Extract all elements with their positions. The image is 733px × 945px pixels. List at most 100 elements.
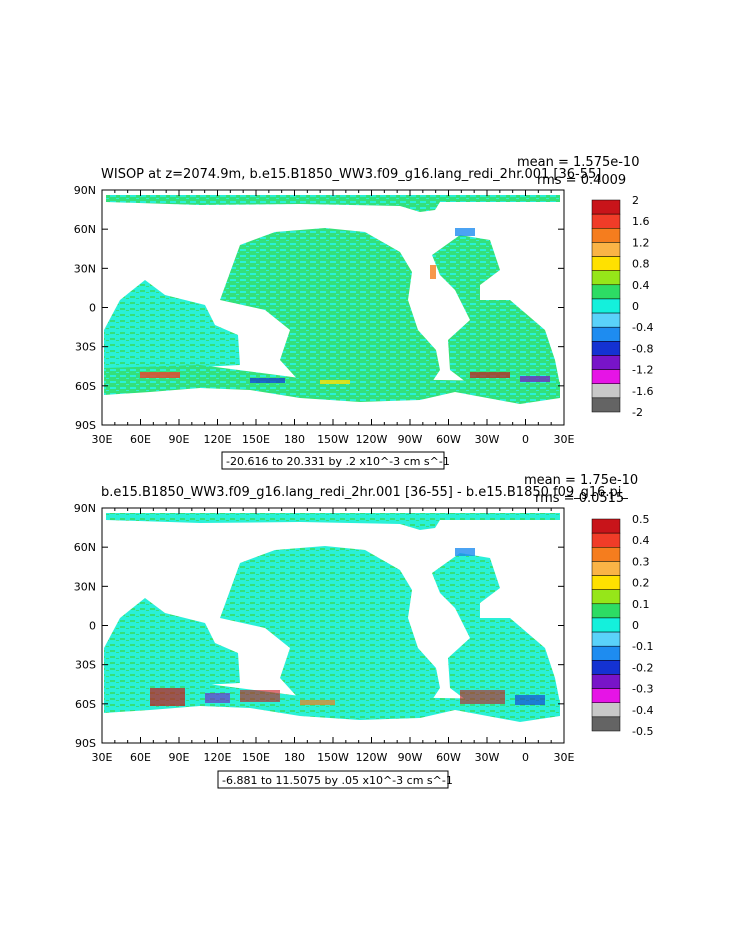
panel-2-y-tick-label: 90N xyxy=(74,502,96,515)
panel-1-x-axis: 30E 60E 90E 120E 150E 180 150W 120W 90W 60W 30W 0 30… xyxy=(92,190,575,446)
panel-1-colorbar-label: 1.6 xyxy=(632,215,650,228)
panel-1-colorbar-label: -1.6 xyxy=(632,385,653,398)
panel-1-colorbar-label: 1.2 xyxy=(632,236,650,249)
panel-2-x-tick-label: 90W xyxy=(398,751,423,764)
panel-1-range-box xyxy=(221,451,445,470)
panel-2-x-tick-label: 150E xyxy=(242,751,270,764)
panel-1-colorbar-box xyxy=(591,369,621,384)
panel-2-colorbar-box xyxy=(591,660,621,675)
panel-1-y-tick-label: 30S xyxy=(75,341,96,354)
panel-1-mean: mean = 1.575e-10 xyxy=(517,155,639,170)
panel-2-y-axis: 90N 60N 30N 0 30S 60S 90S xyxy=(74,502,564,750)
panel-2-x-axis: 30E 60E 90E 120E 150E 180 150W 120W 90W 60W 30W 0 30… xyxy=(92,508,575,764)
panel-1-range-label: -20.616 to 20.331 by .2 x10^-3 cm s^-1 xyxy=(226,455,450,468)
panel-2-colorbar-box xyxy=(591,547,621,562)
panel-1-colorbar-label: 0.4 xyxy=(632,279,650,292)
panel-2-colorbar-label: -0.3 xyxy=(632,683,653,696)
panel-1-rms: rms = 0.4009 xyxy=(537,173,626,188)
panel-2-colorbar-label: -0.1 xyxy=(632,640,653,653)
panel-2-y-tick-label: 90S xyxy=(75,737,96,750)
panel-2-x-tick-label: 90E xyxy=(169,751,190,764)
panel-2-colorbar-label: 0.2 xyxy=(632,577,650,590)
panel-1-x-tick-label: 180 xyxy=(284,433,305,446)
panel-1-colorbar-label: -0.4 xyxy=(632,321,653,334)
panel-1-colorbar-box xyxy=(591,256,621,271)
panel-2-y-tick-label: 30N xyxy=(74,580,96,593)
panel-1-colorbar-box xyxy=(591,397,621,413)
panel-1-arctic-ocean xyxy=(106,195,560,212)
panel-2-colorbar-box xyxy=(591,688,621,703)
panel-2-colorbar-box xyxy=(591,617,621,633)
panel-1-colorbar-label: 0.8 xyxy=(632,258,650,271)
panel-1-colorbar-box xyxy=(591,312,621,328)
panel-1-y-tick-label: 90N xyxy=(74,184,96,197)
panel-1-indian-ocean xyxy=(104,280,240,372)
panel-1-colorbar-box xyxy=(591,341,621,356)
panel-2-colorbar-label: 0.4 xyxy=(632,534,650,547)
panel-1-colorbar-label: -1.2 xyxy=(632,364,653,377)
panel-2-y-tick-label: 60N xyxy=(74,541,96,554)
panel-2-map xyxy=(101,507,565,744)
panel-2-y-tick-label: 60S xyxy=(75,698,96,711)
panel-1-x-tick-label: 60E xyxy=(130,433,151,446)
panel-2-rms: rms = 0.0515 xyxy=(535,491,624,506)
panel-1-colorbar-label: -0.8 xyxy=(632,342,653,355)
panel-2-x-tick-label: 30E xyxy=(554,751,575,764)
panel-2-colorbar-box xyxy=(591,603,621,619)
panel-2-colorbar-box xyxy=(591,561,621,576)
panel-2-colorbar-box xyxy=(591,645,621,661)
panel-1-colorbar-label: -2 xyxy=(632,406,643,419)
panel-1-colorbar-box xyxy=(591,383,621,399)
panel-2-colorbar-box xyxy=(591,702,621,718)
panel-1-x-tick-label: 60W xyxy=(436,433,461,446)
panel-1-x-tick-label: 150E xyxy=(242,433,270,446)
panel-1-pacific-ocean xyxy=(220,228,440,382)
panel-1-x-tick-label: 30E xyxy=(92,433,113,446)
panel-1-x-tick-label: 90E xyxy=(169,433,190,446)
panel-2-colorbar-label: -0.2 xyxy=(632,661,653,674)
panel-1-colorbar-box xyxy=(591,199,621,215)
panel-2-colorbar-label: 0.3 xyxy=(632,555,650,568)
panel-1-y-tick-label: 60N xyxy=(74,223,96,236)
panel-2-x-tick-label: 180 xyxy=(284,751,305,764)
panel-2-range-label: -6.881 to 11.5075 by .05 x10^-3 cm s^-1 xyxy=(222,774,453,787)
panel-2-indian-ocean xyxy=(104,598,240,690)
panel-1-colorbar-label: 0 xyxy=(632,300,639,313)
panel-1-colorbar-box xyxy=(591,355,621,370)
panel-1-x-tick-label: 30E xyxy=(554,433,575,446)
panel-1-y-tick-label: 30N xyxy=(74,262,96,275)
panel-2-x-tick-label: 30E xyxy=(92,751,113,764)
panel-2-x-tick-label: 120W xyxy=(356,751,388,764)
panel-1-colorbar-box xyxy=(591,270,621,286)
panel-2-range-box xyxy=(217,770,449,789)
panel-2-speckle xyxy=(150,548,545,706)
panel-2-colorbar-label: -0.4 xyxy=(632,704,653,717)
panel-2-colorbar-box xyxy=(591,532,621,548)
panel-2-colorbar-label: 0.1 xyxy=(632,598,650,611)
panel-1-colorbar-box xyxy=(591,228,621,243)
panel-1-x-tick-label: 150W xyxy=(317,433,349,446)
panel-1-colorbar-box xyxy=(591,242,621,257)
panel-2-x-tick-label: 60W xyxy=(436,751,461,764)
panel-1-speckle xyxy=(140,228,550,384)
panel-1-colorbar: 2 1.6 1.2 0.8 0.4 0 -0.4 -0.8 -1.2 -1.6 -2 xyxy=(591,194,653,419)
panel-2-colorbar-label: -0.5 xyxy=(632,725,653,738)
panel-1-y-tick-label: 90S xyxy=(75,419,96,432)
panel-2-colorbar-box xyxy=(591,575,621,590)
panel-1-x-tick-label: 0 xyxy=(522,433,529,446)
panel-2-x-tick-label: 30W xyxy=(475,751,500,764)
panel-2-colorbar-box xyxy=(591,674,621,689)
panel-2-x-tick-label: 150W xyxy=(317,751,349,764)
panel-1-atlantic-ocean xyxy=(432,235,560,385)
panel-2: b.e15.B1850_WW3.f09_g16.lang_redi_2hr.00… xyxy=(74,473,653,789)
panel-2-atlantic-ocean xyxy=(432,553,560,703)
panel-2-colorbar-box xyxy=(591,589,621,605)
panel-1-colorbar-box xyxy=(591,326,621,342)
panel-1-y-tick-label: 0 xyxy=(89,302,96,315)
panel-2-x-tick-label: 0 xyxy=(522,751,529,764)
panel-2-arctic-ocean xyxy=(106,513,560,530)
panel-1-x-tick-label: 30W xyxy=(475,433,500,446)
panel-1-colorbar-box xyxy=(591,284,621,300)
panel-1-title: WISOP at z=2074.9m, b.e15.B1850_WW3.f09_… xyxy=(101,167,601,182)
